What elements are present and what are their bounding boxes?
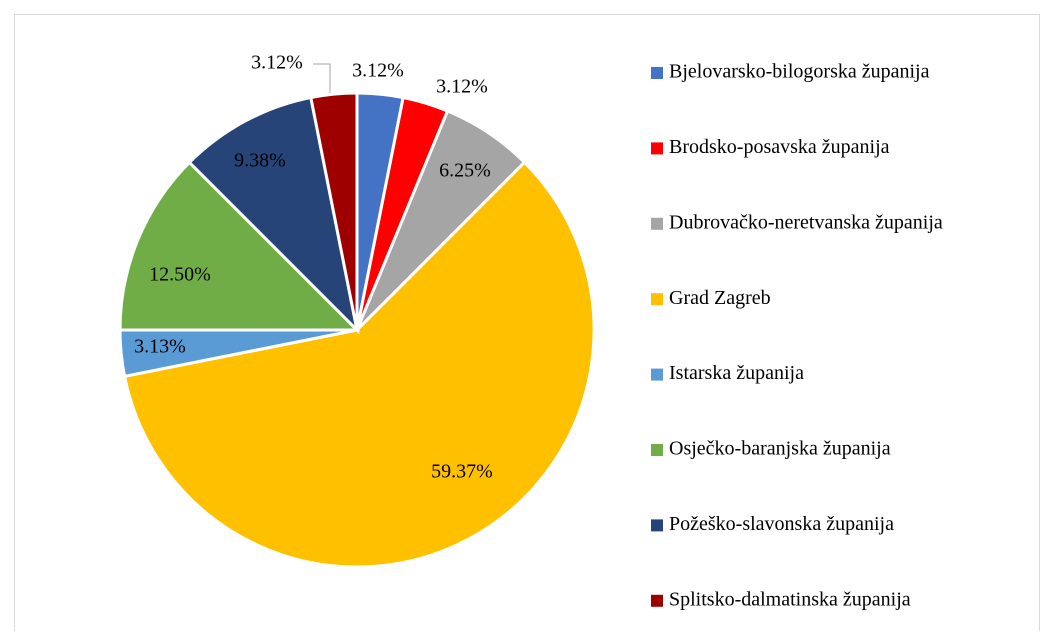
data-label: 59.37% xyxy=(431,461,493,483)
legend-swatch xyxy=(651,293,663,306)
legend-swatch xyxy=(651,368,663,381)
legend-label: Brodsko-posavska županija xyxy=(669,136,890,158)
pie-slice xyxy=(309,91,359,331)
legend-label: Bjelovarsko-bilogorska županija xyxy=(669,61,930,83)
data-label: 6.25% xyxy=(439,160,491,182)
legend-label: Splitsko-dalmatinska županija xyxy=(669,588,911,610)
pie-slice xyxy=(122,160,596,569)
pie-slice xyxy=(187,95,360,335)
legend-swatch xyxy=(651,142,663,155)
data-label: 3.12% xyxy=(436,76,488,98)
legend-label: Grad Zagreb xyxy=(669,287,771,309)
data-label: 9.38% xyxy=(234,150,286,172)
legend-swatch xyxy=(651,67,663,79)
data-label: 3.13% xyxy=(134,336,186,358)
data-label: 3.12% xyxy=(251,52,303,74)
legend-swatch xyxy=(651,217,663,230)
data-label: 3.12% xyxy=(352,60,404,82)
legend-label: Osječko-baranjska županija xyxy=(669,438,891,460)
legend-swatch xyxy=(651,444,663,456)
legend-swatch xyxy=(651,519,663,532)
data-label: 12.50% xyxy=(149,264,211,286)
leader-line xyxy=(313,63,331,93)
legend-swatch xyxy=(651,594,663,607)
pie-slice xyxy=(118,160,361,332)
legend-label: Istarska županija xyxy=(669,362,804,384)
legend-label: Dubrovačko-neretvanska županija xyxy=(669,211,943,233)
legend-label: Požeško-slavonska županija xyxy=(669,513,894,535)
